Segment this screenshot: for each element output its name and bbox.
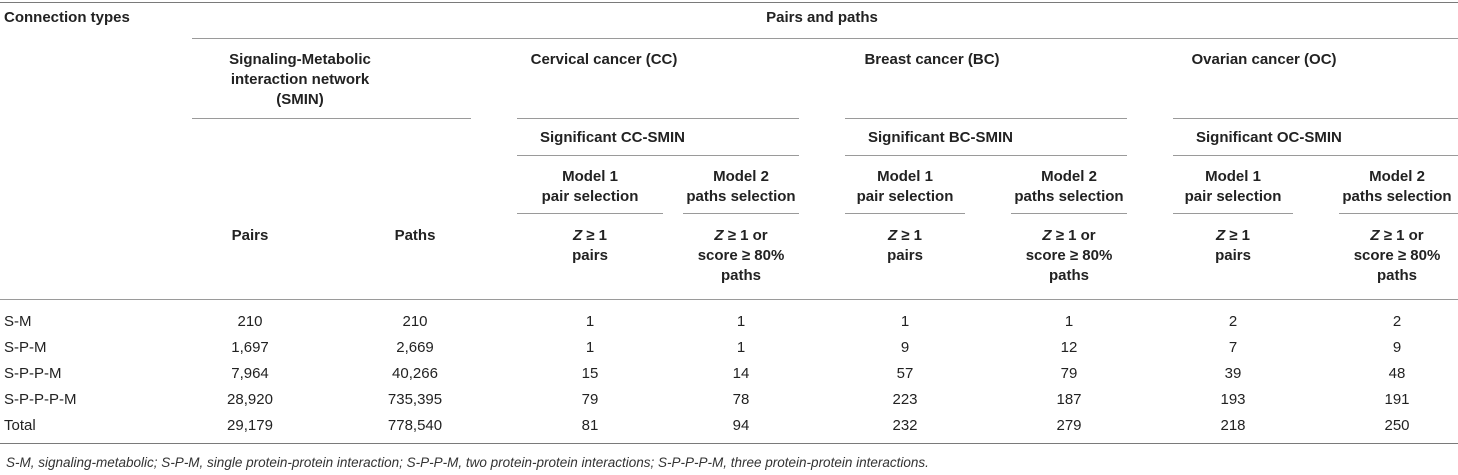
row-header-title: Connection types xyxy=(4,9,130,26)
cc-crit1-header: Z ≥ 1 pairs xyxy=(572,227,608,264)
cc-title: Cervical cancer (CC) xyxy=(530,51,678,68)
cc-crit2-header: Z ≥ 1 or score ≥ 80% paths xyxy=(697,227,785,284)
cell: 29,179 xyxy=(227,417,273,434)
cc-subtitle: Significant CC-SMIN xyxy=(540,129,685,146)
cell: 79 xyxy=(581,391,599,408)
oc-crit2-header: Z ≥ 1 or score ≥ 80% paths xyxy=(1353,227,1441,284)
table-bottom-rule xyxy=(0,443,1458,444)
smin-paths-header: Paths xyxy=(394,227,436,244)
cell: 79 xyxy=(1060,365,1078,382)
cell: 9 xyxy=(1392,339,1402,356)
oc-m1-rule xyxy=(1173,213,1293,214)
cell: 1 xyxy=(900,313,910,330)
cell: 48 xyxy=(1388,365,1406,382)
bc-m1-rule xyxy=(845,213,965,214)
table-top-rule xyxy=(0,2,1458,3)
cell: 218 xyxy=(1220,417,1246,434)
cell: 2 xyxy=(1228,313,1238,330)
cell: 735,395 xyxy=(387,391,443,408)
z-symbol: Z xyxy=(1370,227,1380,244)
group-rule xyxy=(192,38,1458,39)
cell: 7 xyxy=(1228,339,1238,356)
table-footnote: S-M, signaling-metabolic; S-P-M, single … xyxy=(6,455,929,470)
cell: 1 xyxy=(585,313,595,330)
z-symbol: Z xyxy=(887,227,898,244)
cell: 187 xyxy=(1056,391,1082,408)
cell: 1 xyxy=(1064,313,1074,330)
bc-crit1-header: Z ≥ 1 pairs xyxy=(887,227,923,264)
cc-rule xyxy=(517,118,799,119)
z-symbol: Z xyxy=(714,227,724,244)
cell: 40,266 xyxy=(392,365,438,382)
z-symbol: Z xyxy=(1215,227,1226,244)
cell: 232 xyxy=(892,417,918,434)
cell: 14 xyxy=(732,365,750,382)
group-title: Pairs and paths xyxy=(766,9,878,26)
cell: 210 xyxy=(237,313,263,330)
bc-rule xyxy=(845,118,1127,119)
cell: 1 xyxy=(736,339,746,356)
row-label: S-P-M xyxy=(4,339,47,356)
cell: 1,697 xyxy=(231,339,269,356)
smin-pairs-header: Pairs xyxy=(231,227,269,244)
oc-m2-rule xyxy=(1339,213,1458,214)
row-label: S-M xyxy=(4,313,32,330)
row-label: Total xyxy=(4,417,36,434)
smin-rule xyxy=(192,118,471,119)
cc-m1-rule xyxy=(517,213,663,214)
cell: 94 xyxy=(732,417,750,434)
oc-rule xyxy=(1173,118,1458,119)
bc-sub-rule xyxy=(845,155,1127,156)
header-bottom-rule xyxy=(0,299,1458,300)
oc-title: Ovarian cancer (OC) xyxy=(1191,51,1337,68)
oc-subtitle: Significant OC-SMIN xyxy=(1196,129,1342,146)
oc-model1-header: Model 1 pair selection xyxy=(1184,168,1282,205)
cell: 57 xyxy=(896,365,914,382)
cell: 9 xyxy=(900,339,910,356)
z-symbol: Z xyxy=(572,227,583,244)
cell: 81 xyxy=(581,417,599,434)
oc-sub-rule xyxy=(1173,155,1458,156)
cell: 39 xyxy=(1224,365,1242,382)
cell: 778,540 xyxy=(387,417,443,434)
cell: 2,669 xyxy=(396,339,434,356)
z-symbol: Z xyxy=(1042,227,1052,244)
bc-model1-header: Model 1 pair selection xyxy=(856,168,954,205)
bc-crit2-header: Z ≥ 1 or score ≥ 80% paths xyxy=(1025,227,1113,284)
bc-title: Breast cancer (BC) xyxy=(864,51,1000,68)
row-label: S-P-P-P-M xyxy=(4,391,77,408)
cell: 223 xyxy=(892,391,918,408)
cc-model1-header: Model 1 pair selection xyxy=(541,168,639,205)
cell: 1 xyxy=(585,339,595,356)
oc-crit1-header: Z ≥ 1 pairs xyxy=(1215,227,1251,264)
smin-title: Signaling-Metabolic interaction network … xyxy=(229,51,371,108)
bc-subtitle: Significant BC-SMIN xyxy=(868,129,1013,146)
cell: 15 xyxy=(581,365,599,382)
cell: 78 xyxy=(732,391,750,408)
cc-model2-header: Model 2 paths selection xyxy=(686,168,796,205)
cell: 28,920 xyxy=(227,391,273,408)
cell: 193 xyxy=(1220,391,1246,408)
cell: 250 xyxy=(1384,417,1410,434)
cell: 1 xyxy=(736,313,746,330)
cell: 191 xyxy=(1384,391,1410,408)
cc-sub-rule xyxy=(517,155,799,156)
cell: 279 xyxy=(1056,417,1082,434)
oc-model2-header: Model 2 paths selection xyxy=(1342,168,1452,205)
bc-m2-rule xyxy=(1011,213,1127,214)
cell: 12 xyxy=(1060,339,1078,356)
cc-m2-rule xyxy=(683,213,799,214)
row-label: S-P-P-M xyxy=(4,365,62,382)
cell: 7,964 xyxy=(231,365,269,382)
cell: 210 xyxy=(402,313,428,330)
cell: 2 xyxy=(1392,313,1402,330)
bc-model2-header: Model 2 paths selection xyxy=(1014,168,1124,205)
